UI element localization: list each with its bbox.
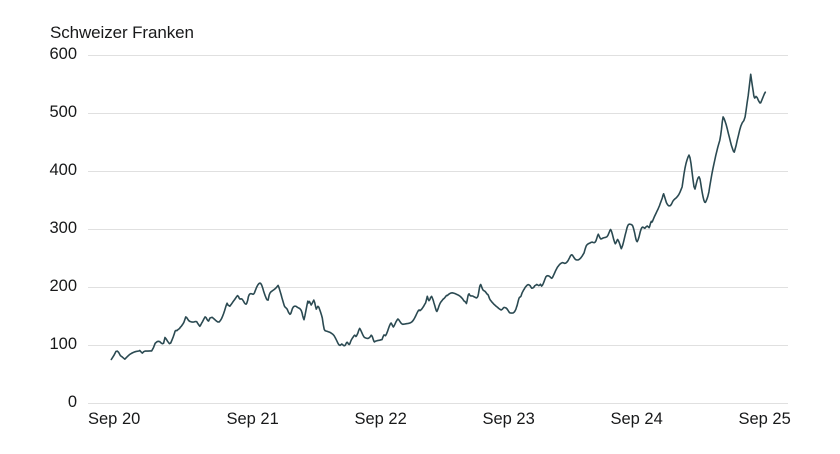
gridline-0 — [87, 403, 788, 404]
gridline-600 — [87, 55, 788, 56]
x-tick-label-sep-21: Sep 21 — [226, 410, 279, 428]
x-tick-label-sep-22: Sep 22 — [354, 410, 407, 428]
chart-title: Schweizer Franken — [50, 22, 194, 42]
y-tick-label-500: 500 — [49, 102, 77, 121]
gridline-400 — [87, 171, 788, 172]
x-tick-label-sep-20: Sep 20 — [88, 410, 141, 428]
y-tick-label-300: 300 — [49, 218, 77, 237]
gridline-500 — [87, 113, 788, 114]
x-tick-label-sep-24: Sep 24 — [610, 410, 663, 428]
gridline-300 — [87, 229, 788, 230]
y-tick-label-0: 0 — [67, 392, 77, 411]
y-tick-label-600: 600 — [49, 44, 77, 63]
x-tick-label-sep-23: Sep 23 — [482, 410, 535, 428]
y-tick-label-200: 200 — [49, 276, 77, 295]
gridline-200 — [87, 287, 788, 288]
x-tick-label-sep-25: Sep 25 — [738, 410, 791, 428]
y-tick-label-400: 400 — [49, 160, 77, 179]
data-line-series — [110, 73, 767, 361]
y-tick-label-100: 100 — [49, 334, 77, 353]
gridline-100 — [87, 345, 788, 346]
